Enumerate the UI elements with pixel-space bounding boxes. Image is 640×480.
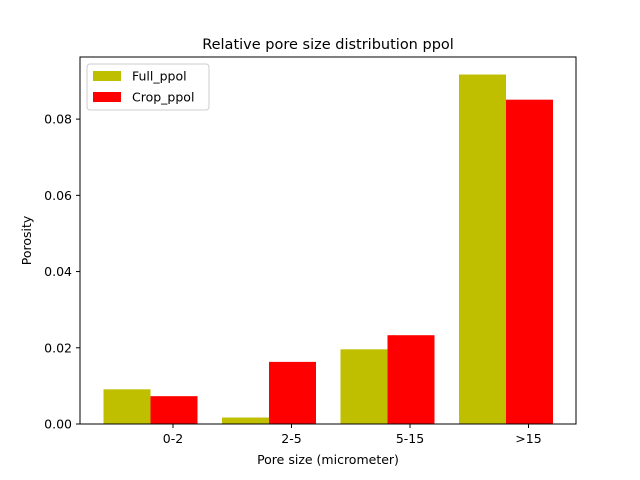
y-tick-label: 0.08 [44,112,72,127]
bar-crop-ppol-1 [269,361,316,424]
y-tick-label: 0.06 [44,188,72,203]
y-tick-label: 0.02 [44,340,72,355]
bar-full-ppol-2 [340,349,388,424]
bar-full-ppol-1 [222,417,269,424]
bar-full-ppol-3 [459,74,506,424]
plot-frame [79,56,577,425]
legend-swatch [93,92,121,102]
y-tick-label: 0.04 [44,264,72,279]
bar-full-ppol-0 [103,389,151,424]
bar-crop-ppol-0 [150,396,198,424]
legend-label: Full_ppol [132,69,187,84]
bar-crop-ppol-2 [387,335,435,424]
bar-crop-ppol-3 [506,99,553,424]
x-tick-label: 2-5 [281,431,301,446]
y-axis: 0.00 0.02 0.04 0.06 0.08 [44,112,80,432]
x-axis: 0-2 2-5 5-15 >15 [163,424,542,446]
legend-swatch [93,71,121,81]
x-tick-label: >15 [515,431,541,446]
legend-label: Crop_ppol [132,90,194,105]
x-tick-label: 5-15 [396,431,424,446]
legend: Full_ppol Crop_ppol [86,63,210,111]
y-axis-label: Porosity [19,215,34,265]
bars [103,74,553,424]
chart-title: Relative pore size distribution ppol [202,37,454,53]
x-axis-label: Pore size (micrometer) [257,452,399,467]
x-tick-label: 0-2 [163,431,183,446]
y-tick-label: 0.00 [44,417,72,432]
